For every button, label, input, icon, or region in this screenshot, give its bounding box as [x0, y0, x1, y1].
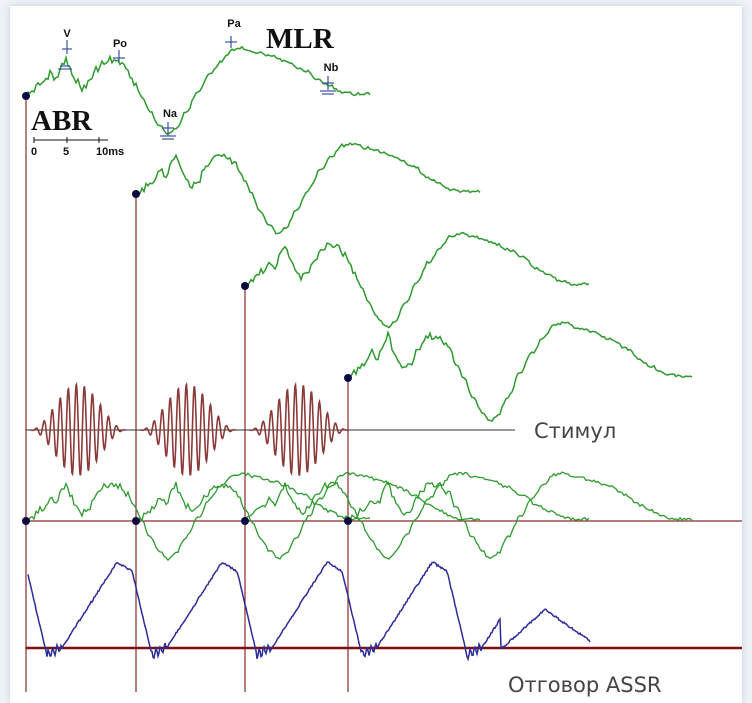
mlr-traces	[25, 45, 693, 423]
mlr-trace-2	[135, 142, 481, 235]
peak-label-nb: Nb	[324, 62, 339, 74]
peak-label-po: Po	[113, 38, 127, 50]
scale-tick-0: 0	[31, 146, 37, 158]
onset-dot-overlay-3	[241, 517, 249, 525]
assr-response	[27, 561, 591, 662]
time-scale-labels: 0 5 10ms	[31, 146, 124, 158]
onset-dot-overlay-4	[344, 517, 352, 525]
peak-markers	[58, 36, 336, 140]
peak-marker-na	[160, 122, 176, 140]
stimulus-label: Стимул	[534, 419, 616, 443]
mlr-trace-3	[244, 231, 590, 329]
stimulus-burst-1	[30, 381, 126, 477]
assr-response-label: Отговор ASSR	[508, 673, 662, 697]
mlr-trace-1	[25, 45, 371, 135]
scale-tick-5: 5	[63, 146, 69, 158]
peak-label-v: V	[63, 28, 71, 40]
overlay-trace-2	[135, 471, 481, 560]
scale-tick-10: 10ms	[96, 146, 124, 158]
onset-dot-overlay-1	[22, 517, 30, 525]
onset-dot-trace-3	[241, 282, 249, 290]
assr-trace	[27, 561, 591, 662]
time-scale	[33, 137, 108, 143]
overlapping-traces	[25, 471, 693, 562]
figure-panel	[10, 6, 742, 703]
onset-dots	[22, 92, 352, 525]
stimulus-burst-2	[140, 381, 236, 477]
peak-marker-v	[58, 40, 72, 70]
stimulus-burst-3	[249, 381, 348, 476]
peak-marker-po	[113, 50, 125, 62]
peak-marker-nb	[320, 76, 336, 95]
mlr-trace-4	[347, 321, 693, 423]
abr-title: ABR	[31, 105, 93, 137]
overlay-trace-4	[347, 471, 693, 560]
mlr-title: MLR	[266, 23, 335, 55]
peak-label-na: Na	[163, 108, 178, 120]
peak-label-pa: Pa	[227, 18, 241, 30]
peak-marker-pa	[225, 36, 237, 48]
peak-labels: V Po Na Pa Nb	[63, 18, 338, 120]
stimulus-bursts	[30, 381, 348, 477]
onset-dot-trace-1	[22, 92, 30, 100]
overlay-trace-1	[25, 472, 371, 562]
overlay-trace-3	[244, 471, 590, 560]
onset-dot-trace-4	[344, 374, 352, 382]
onset-dot-trace-2	[132, 190, 140, 198]
onset-dot-overlay-2	[132, 517, 140, 525]
